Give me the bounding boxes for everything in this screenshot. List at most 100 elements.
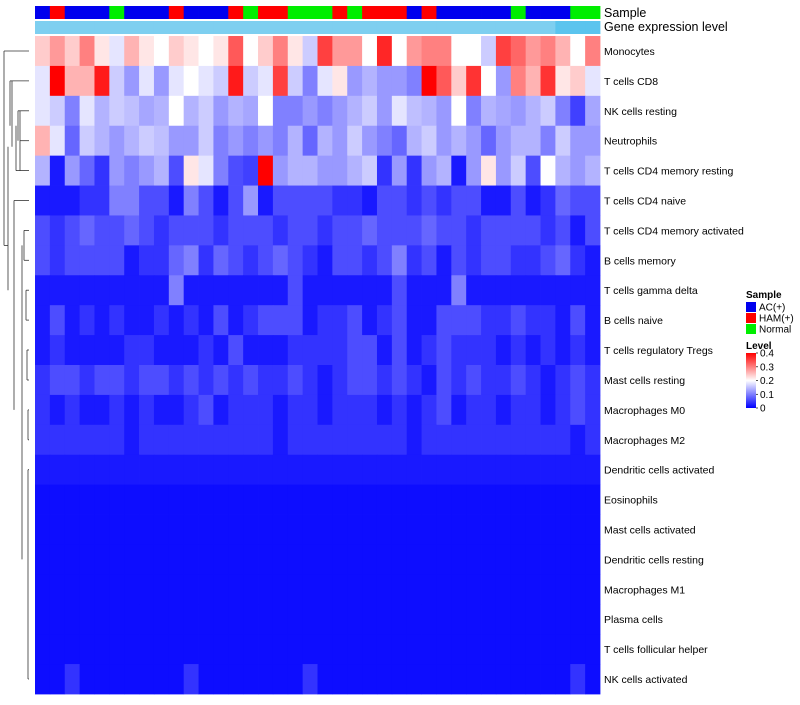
- heatmap-cell: [168, 275, 185, 306]
- heatmap-cell: [228, 305, 244, 336]
- heatmap-cell: [302, 215, 318, 246]
- heatmap-cell: [376, 484, 393, 515]
- heatmap-cell: [139, 574, 155, 605]
- heatmap-cell: [421, 394, 437, 426]
- heatmap-cell: [49, 125, 66, 157]
- heatmap-cell: [287, 484, 304, 515]
- heatmap-cell: [317, 95, 333, 127]
- heatmap-cell: [64, 335, 81, 366]
- heatmap-cell: [317, 245, 333, 276]
- heatmap-cell: [510, 65, 527, 97]
- sample-annotation-cell: [94, 6, 110, 19]
- expression-annotation-cell: [317, 21, 333, 34]
- sample-legend-title: Sample: [746, 290, 782, 301]
- expression-annotation-cell: [540, 21, 556, 34]
- heatmap-cell: [139, 275, 155, 306]
- heatmap-cell: [228, 634, 244, 665]
- heatmap-cell: [436, 36, 452, 67]
- heatmap-cell: [168, 574, 185, 605]
- heatmap-cell: [272, 155, 289, 186]
- heatmap-cell: [466, 634, 482, 665]
- heatmap-cell: [540, 604, 556, 635]
- heatmap-cell: [94, 514, 110, 545]
- heatmap-cell: [451, 95, 467, 127]
- level-legend-title: Level: [746, 341, 772, 352]
- heatmap-cell: [376, 36, 393, 67]
- heatmap-cell: [317, 574, 333, 605]
- heatmap-cell: [436, 335, 452, 366]
- heatmap-cell: [347, 125, 363, 157]
- heatmap-cell: [510, 574, 527, 605]
- heatmap-cell: [109, 245, 125, 276]
- heatmap-cells: [35, 36, 601, 695]
- heatmap-cell: [183, 514, 199, 545]
- heatmap-cell: [525, 454, 541, 486]
- heatmap-cell: [332, 634, 348, 665]
- heatmap-cell: [79, 664, 95, 695]
- expression-annotation-cell: [168, 21, 185, 34]
- heatmap-cell: [64, 365, 81, 396]
- heatmap-cell: [272, 95, 289, 127]
- heatmap-cell: [466, 454, 482, 486]
- heatmap-cell: [139, 544, 155, 575]
- heatmap-cell: [35, 394, 51, 426]
- heatmap-cell: [481, 305, 497, 336]
- heatmap-cell: [35, 335, 51, 366]
- heatmap-cell: [332, 305, 348, 336]
- heatmap-cell: [258, 36, 274, 67]
- heatmap-cell: [79, 275, 95, 306]
- heatmap-cell: [183, 185, 199, 216]
- heatmap-cell: [466, 305, 482, 336]
- heatmap-cell: [510, 365, 527, 396]
- heatmap-cell: [421, 215, 437, 246]
- heatmap-cell: [168, 604, 185, 635]
- heatmap-cell: [570, 95, 586, 127]
- heatmap-cell: [481, 215, 497, 246]
- heatmap-cell: [391, 484, 408, 515]
- heatmap-cell: [109, 65, 125, 97]
- heatmap-cell: [362, 634, 378, 665]
- heatmap-cell: [287, 65, 304, 97]
- heatmap-cell: [153, 185, 170, 216]
- heatmap-cell: [376, 634, 393, 665]
- heatmap-cell: [272, 574, 289, 605]
- heatmap-cell: [109, 365, 125, 396]
- heatmap-cell: [258, 514, 274, 545]
- sample-annotation-bar: [35, 6, 601, 19]
- heatmap-cell: [570, 365, 586, 396]
- heatmap-cell: [64, 155, 81, 186]
- heatmap-cell: [287, 634, 304, 665]
- heatmap-cell: [466, 365, 482, 396]
- heatmap-cell: [139, 245, 155, 276]
- heatmap-cell: [585, 275, 601, 306]
- heatmap-cell: [585, 155, 601, 186]
- expression-annotation-cell: [376, 21, 393, 34]
- heatmap-cell: [153, 454, 170, 486]
- expression-annotation-cell: [466, 21, 482, 34]
- heatmap-cell: [525, 305, 541, 336]
- heatmap-cell: [243, 544, 259, 575]
- heatmap-cell: [525, 245, 541, 276]
- heatmap-cell: [510, 335, 527, 366]
- heatmap-cell: [585, 95, 601, 127]
- heatmap-cell: [109, 185, 125, 216]
- heatmap-cell: [436, 544, 452, 575]
- heatmap-cell: [495, 65, 512, 97]
- heatmap-cell: [49, 155, 66, 186]
- heatmap-cell: [540, 155, 556, 186]
- heatmap-cell: [332, 544, 348, 575]
- heatmap-cell: [421, 305, 437, 336]
- heatmap-cell: [243, 245, 259, 276]
- expression-annotation-cell: [406, 21, 422, 34]
- heatmap-cell: [376, 365, 393, 396]
- expression-annotation-cell: [109, 21, 125, 34]
- heatmap-cell: [79, 155, 95, 186]
- heatmap-cell: [451, 335, 467, 366]
- heatmap-cell: [347, 424, 363, 456]
- sample-annotation-cell: [64, 6, 81, 19]
- heatmap-cell: [153, 155, 170, 186]
- expression-annotation-cell: [555, 21, 571, 34]
- heatmap-cell: [525, 574, 541, 605]
- heatmap-cell: [124, 454, 140, 486]
